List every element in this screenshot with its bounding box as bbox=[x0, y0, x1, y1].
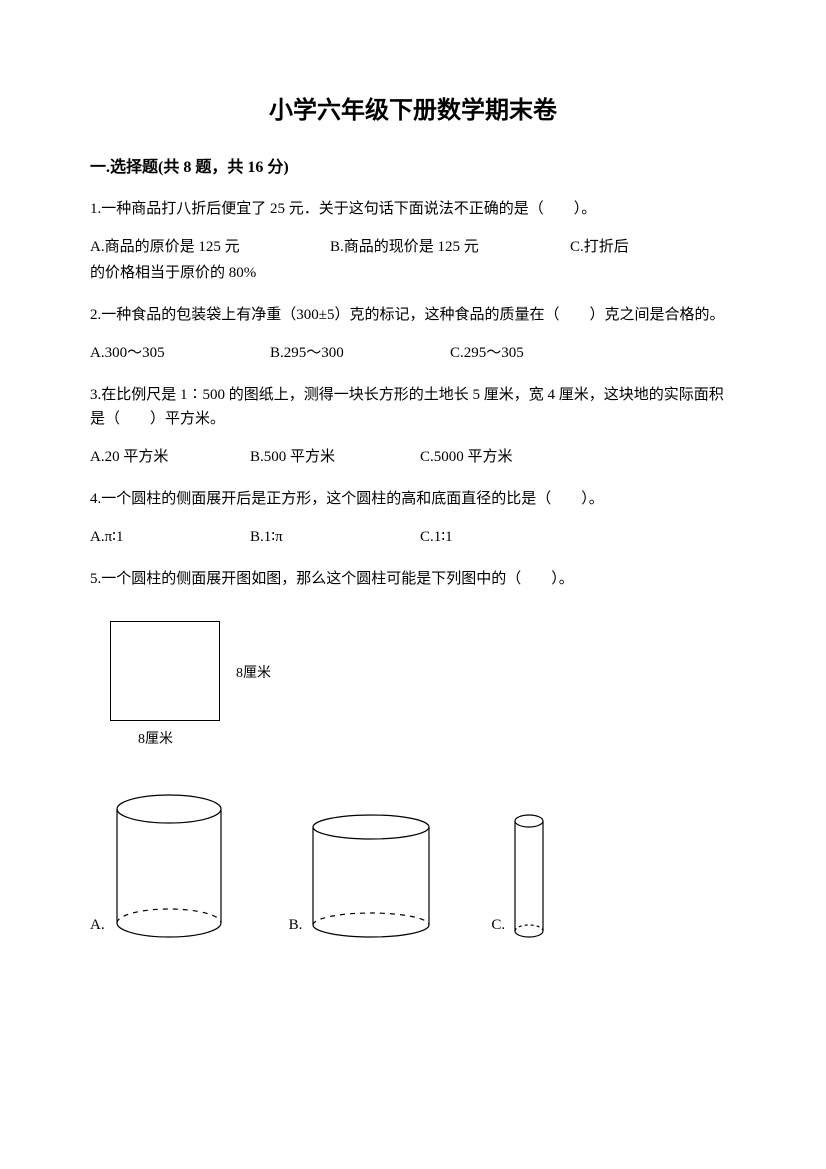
q1-option-c-part2: 的价格相当于原价的 80% bbox=[90, 261, 736, 285]
q4-options: A.π∶1 B.1∶π C.1∶1 bbox=[90, 525, 736, 549]
question-3: 3.在比例尺是 1∶500 的图纸上，测得一块长方形的土地长 5 厘米，宽 4 … bbox=[90, 383, 736, 469]
q2-option-a: A.300～305 bbox=[90, 341, 270, 365]
q1-option-a: A.商品的原价是 125 元 bbox=[90, 235, 330, 259]
q4-text: 4.一个圆柱的侧面展开后是正方形，这个圆柱的高和底面直径的比是（ ）。 bbox=[90, 487, 736, 511]
q2-option-c: C.295～305 bbox=[450, 341, 736, 365]
q4-option-a: A.π∶1 bbox=[90, 525, 250, 549]
q1-option-b: B.商品的现价是 125 元 bbox=[330, 235, 570, 259]
q4-option-b: B.1∶π bbox=[250, 525, 420, 549]
q5-text: 5.一个圆柱的侧面展开图如图，那么这个圆柱可能是下列图中的（ ）。 bbox=[90, 567, 736, 591]
q5-option-a-wrap: A. bbox=[90, 791, 229, 941]
q5-cylinder-options: A. B. C. bbox=[90, 791, 736, 941]
square-label-right: 8厘米 bbox=[236, 663, 271, 685]
q1-options: A.商品的原价是 125 元 B.商品的现价是 125 元 C.打折后 的价格相… bbox=[90, 235, 736, 285]
q4-option-c: C.1∶1 bbox=[420, 525, 736, 549]
question-4: 4.一个圆柱的侧面展开后是正方形，这个圆柱的高和底面直径的比是（ ）。 A.π∶… bbox=[90, 487, 736, 549]
q5-option-c: C. bbox=[491, 913, 505, 941]
question-5: 5.一个圆柱的侧面展开图如图，那么这个圆柱可能是下列图中的（ ）。 8厘米 8厘… bbox=[90, 567, 736, 941]
q3-option-b: B.500 平方米 bbox=[250, 445, 420, 469]
question-1: 1.一种商品打八折后便宜了 25 元．关于这句话下面说法不正确的是（ ）。 A.… bbox=[90, 197, 736, 285]
q2-options: A.300～305 B.295～300 C.295～305 bbox=[90, 341, 736, 365]
q1-text: 1.一种商品打八折后便宜了 25 元．关于这句话下面说法不正确的是（ ）。 bbox=[90, 197, 736, 221]
q2-option-b: B.295～300 bbox=[270, 341, 450, 365]
cylinder-a-icon bbox=[109, 791, 229, 941]
q3-text: 3.在比例尺是 1∶500 的图纸上，测得一块长方形的土地长 5 厘米，宽 4 … bbox=[90, 383, 736, 431]
q3-option-c: C.5000 平方米 bbox=[420, 445, 736, 469]
square-label-bottom: 8厘米 bbox=[138, 729, 173, 751]
square-shape bbox=[110, 621, 220, 721]
q5-option-b-wrap: B. bbox=[289, 811, 437, 941]
q1-option-c-part1: C.打折后 bbox=[570, 235, 736, 259]
q3-options: A.20 平方米 B.500 平方米 C.5000 平方米 bbox=[90, 445, 736, 469]
q2-text: 2.一种食品的包装袋上有净重（300±5）克的标记，这种食品的质量在（ ）克之间… bbox=[90, 303, 736, 327]
question-2: 2.一种食品的包装袋上有净重（300±5）克的标记，这种食品的质量在（ ）克之间… bbox=[90, 303, 736, 365]
cylinder-b-icon bbox=[306, 811, 436, 941]
page-title: 小学六年级下册数学期末卷 bbox=[90, 90, 736, 125]
q5-option-b: B. bbox=[289, 913, 303, 941]
q3-option-a: A.20 平方米 bbox=[90, 445, 250, 469]
q5-option-c-wrap: C. bbox=[491, 811, 549, 941]
cylinder-c-icon bbox=[509, 811, 549, 941]
q5-square-figure: 8厘米 8厘米 bbox=[100, 621, 360, 761]
q5-option-a: A. bbox=[90, 913, 105, 941]
section-1-header: 一.选择题(共 8 题，共 16 分) bbox=[90, 153, 736, 177]
